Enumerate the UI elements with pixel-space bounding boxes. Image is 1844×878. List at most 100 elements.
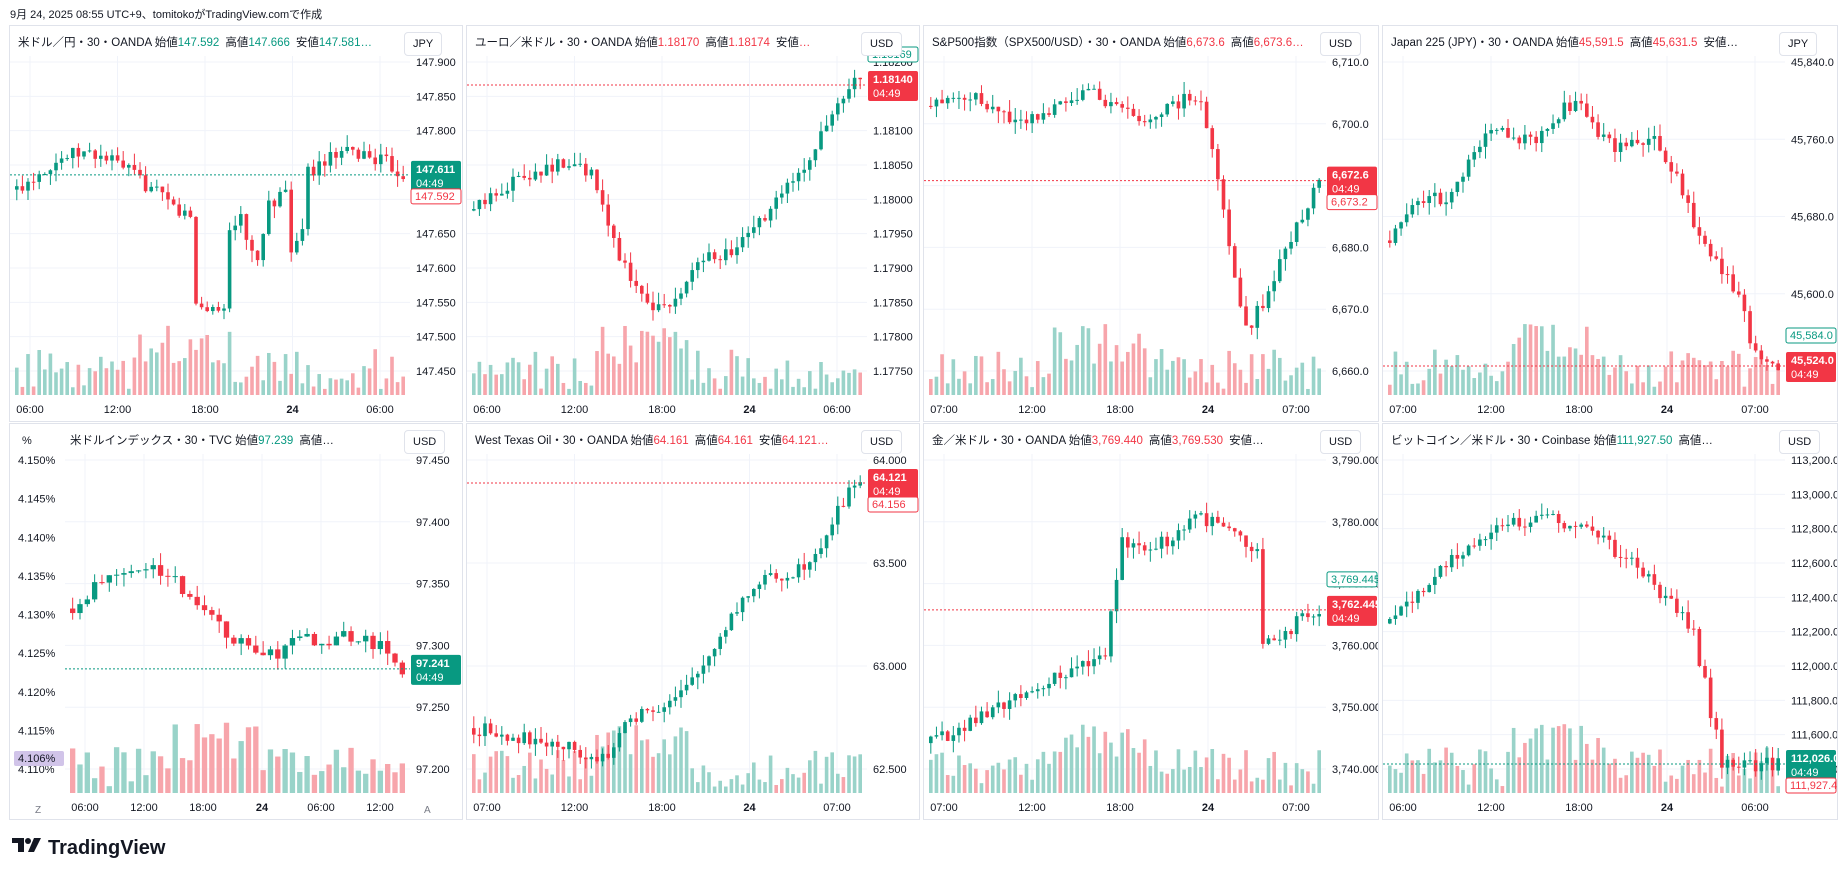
volume-bar xyxy=(1539,326,1544,395)
last-price-badge xyxy=(1786,750,1836,781)
volume-bar xyxy=(377,770,384,793)
currency-button[interactable]: USD xyxy=(1320,430,1362,454)
chart-panel-6[interactable]: 64.000 63.500 63.000 62.500 07:00 12:00 18:00 2… xyxy=(466,423,920,820)
volume-bar xyxy=(628,754,633,793)
chart-panel-8[interactable]: 113,200.00 113,000.00 112,800.00 112,600.00… xyxy=(1382,423,1838,820)
candle xyxy=(99,155,103,159)
candle xyxy=(1052,104,1057,115)
symbol-title[interactable]: Japan 225 (JPY)・30・OANDA 始値45,591.5 高値45,… xyxy=(1391,34,1744,50)
candle xyxy=(1047,113,1051,115)
volume-bar xyxy=(494,374,498,395)
volume-bar xyxy=(516,775,521,793)
x-tick-label: 07:00 xyxy=(1282,404,1310,416)
candle xyxy=(20,186,25,191)
symbol-title[interactable]: ビットコイン／米ドル・30・Coinbase 始値111,927.50 高値… xyxy=(1391,432,1719,448)
chart-canvas[interactable]: 45,840.045,760.045,680.045,600.045,520.0… xyxy=(1383,26,1837,421)
candle xyxy=(1410,601,1415,603)
candle xyxy=(1573,100,1578,112)
chart-canvas[interactable]: 147.900147.850147.800147.750147.700147.6… xyxy=(10,26,462,421)
volume-bar xyxy=(662,328,666,395)
volume-bar xyxy=(289,373,293,395)
volume-bar xyxy=(1120,732,1124,793)
volume-bar xyxy=(106,786,112,793)
symbol-title[interactable]: 金／米ドル・30・OANDA 始値3,769.440 高値3,769.530 安値… xyxy=(932,432,1270,448)
candle xyxy=(951,735,956,741)
yield-value: 4.106% xyxy=(18,753,56,765)
candle xyxy=(584,163,588,176)
volume-bar xyxy=(707,368,711,395)
candle xyxy=(1266,291,1271,309)
volume-bar xyxy=(339,378,344,395)
chart-canvas[interactable]: 64.000 63.500 63.000 62.500 07:00 12:00 18:00 2… xyxy=(467,424,919,819)
y-tick-label: 1.18000 xyxy=(873,194,913,206)
candle xyxy=(1703,666,1707,678)
symbol-title[interactable]: ユーロ／米ドル・30・OANDA 始値1.18170 高値1.18174 安値… xyxy=(475,34,816,50)
candle xyxy=(752,227,756,233)
chart-panel-7[interactable]: 3,790.0003,780.0003,770.0003,760.0003,75… xyxy=(923,423,1379,820)
volume-bar xyxy=(1154,750,1158,793)
chart-panel-2[interactable]: 1.182001.181501.181001.180501.180001.179… xyxy=(466,25,920,422)
volume-bar xyxy=(757,382,762,395)
candle xyxy=(940,99,944,104)
candle xyxy=(985,711,989,718)
chart-panel-1[interactable]: 147.900147.850147.800147.750147.700147.6… xyxy=(9,25,463,422)
volume-bar xyxy=(43,369,47,395)
candle xyxy=(780,193,784,198)
symbol-title[interactable]: West Texas Oil・30・OANDA 始値64.161 高値64.161… xyxy=(475,432,835,448)
x-tick-label: 06:00 xyxy=(473,404,501,416)
candle xyxy=(544,164,549,176)
brand[interactable]: TradingView xyxy=(12,836,165,860)
volume-bar xyxy=(1272,349,1276,395)
currency-button[interactable]: USD xyxy=(1320,32,1362,56)
chart-canvas[interactable]: 97.450 97.400 97.350 97.300 97.250 97.200 4.15… xyxy=(10,424,462,819)
candle xyxy=(1438,565,1443,577)
chart-canvas[interactable]: 3,790.0003,780.0003,770.0003,760.0003,75… xyxy=(924,424,1378,819)
currency-button[interactable]: JPY xyxy=(404,32,443,56)
volume-bar xyxy=(940,752,944,793)
volume-bar xyxy=(516,362,521,395)
candle xyxy=(211,306,215,312)
symbol-title[interactable]: S&P500指数（SPX500/USD）・30・OANDA 始値6,673.6 高… xyxy=(932,34,1310,50)
candle xyxy=(363,635,369,642)
symbol-title[interactable]: 米ドルインデックス・30・TVC 始値97.239 高値… xyxy=(70,432,340,448)
candle xyxy=(774,197,778,209)
currency-button[interactable]: USD xyxy=(404,430,446,454)
chart-panel-3[interactable]: 6,710.06,700.06,690.06,680.06,670.06,660… xyxy=(923,25,1379,422)
chart-canvas[interactable]: 6,710.06,700.06,690.06,680.06,670.06,660… xyxy=(924,26,1378,421)
candle xyxy=(500,734,504,737)
chart-panel-4[interactable]: 45,840.045,760.045,680.045,600.045,520.0… xyxy=(1382,25,1838,422)
candle xyxy=(1294,222,1299,242)
candle xyxy=(106,575,112,583)
candle xyxy=(752,589,756,597)
chart-panel-5[interactable]: 97.450 97.400 97.350 97.300 97.250 97.200 4.15… xyxy=(9,423,463,820)
volume-bar xyxy=(1455,355,1460,395)
volume-bar xyxy=(1306,771,1310,793)
volume-bar xyxy=(1680,360,1685,395)
candle xyxy=(1024,692,1029,698)
candle xyxy=(1748,760,1752,762)
volume-bar xyxy=(544,368,549,395)
currency-button[interactable]: USD xyxy=(1779,430,1821,454)
candle xyxy=(160,186,165,193)
symbol-title[interactable]: 米ドル／円・30・OANDA 始値147.592 高値147.666 安値147.5… xyxy=(18,34,378,50)
candle xyxy=(1438,192,1443,205)
candle xyxy=(1596,122,1600,137)
candle xyxy=(974,717,978,724)
candle xyxy=(1461,555,1465,559)
volume-bar xyxy=(1306,388,1310,395)
currency-button[interactable]: USD xyxy=(861,32,903,56)
volume-bar xyxy=(1416,383,1420,395)
currency-button[interactable]: JPY xyxy=(1779,32,1818,56)
volume-bar xyxy=(1573,759,1578,793)
volume-bar xyxy=(1171,769,1175,793)
volume-bar xyxy=(1317,368,1321,395)
volume-bar xyxy=(701,765,706,793)
candle xyxy=(48,170,53,174)
volume-bar xyxy=(763,376,767,395)
chart-canvas[interactable]: 113,200.00 113,000.00 112,800.00 112,600.00… xyxy=(1383,424,1837,819)
candle xyxy=(121,160,125,168)
candle xyxy=(1148,119,1153,123)
volume-bar xyxy=(1266,758,1271,793)
chart-canvas[interactable]: 1.182001.181501.181001.180501.180001.179… xyxy=(467,26,919,421)
currency-button[interactable]: USD xyxy=(861,430,903,454)
